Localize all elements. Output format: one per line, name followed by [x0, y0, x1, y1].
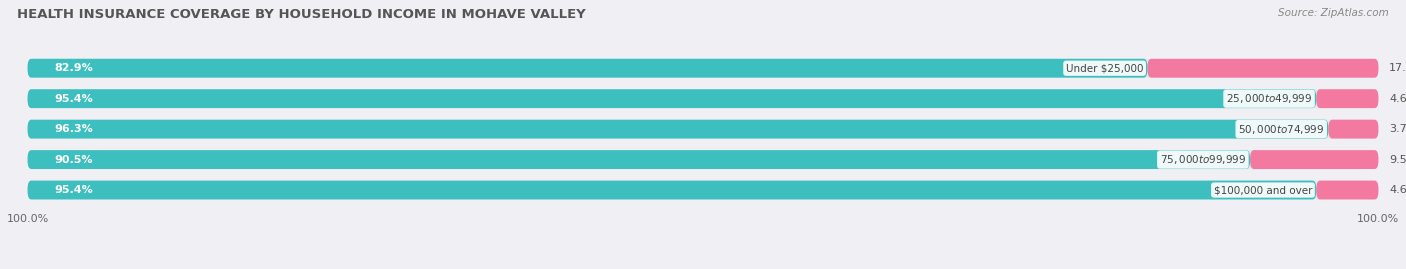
FancyBboxPatch shape	[1316, 89, 1378, 108]
Text: 9.5%: 9.5%	[1389, 155, 1406, 165]
Text: Source: ZipAtlas.com: Source: ZipAtlas.com	[1278, 8, 1389, 18]
Text: $50,000 to $74,999: $50,000 to $74,999	[1239, 123, 1324, 136]
FancyBboxPatch shape	[1250, 150, 1378, 169]
FancyBboxPatch shape	[1316, 180, 1378, 200]
Text: 17.1%: 17.1%	[1389, 63, 1406, 73]
FancyBboxPatch shape	[28, 180, 1378, 200]
Text: 4.6%: 4.6%	[1389, 94, 1406, 104]
FancyBboxPatch shape	[28, 59, 1147, 78]
FancyBboxPatch shape	[28, 89, 1316, 108]
Text: $75,000 to $99,999: $75,000 to $99,999	[1160, 153, 1246, 166]
FancyBboxPatch shape	[28, 150, 1250, 169]
FancyBboxPatch shape	[28, 180, 1316, 200]
FancyBboxPatch shape	[28, 89, 1378, 108]
Text: $100,000 and over: $100,000 and over	[1213, 185, 1312, 195]
Text: $25,000 to $49,999: $25,000 to $49,999	[1226, 92, 1312, 105]
Text: Under $25,000: Under $25,000	[1066, 63, 1143, 73]
FancyBboxPatch shape	[1329, 120, 1378, 139]
FancyBboxPatch shape	[28, 59, 1378, 78]
Text: 95.4%: 95.4%	[55, 94, 93, 104]
FancyBboxPatch shape	[1147, 59, 1378, 78]
FancyBboxPatch shape	[28, 120, 1378, 139]
Text: 90.5%: 90.5%	[55, 155, 93, 165]
Text: 3.7%: 3.7%	[1389, 124, 1406, 134]
Text: 4.6%: 4.6%	[1389, 185, 1406, 195]
Text: 95.4%: 95.4%	[55, 185, 93, 195]
FancyBboxPatch shape	[28, 150, 1378, 169]
Text: HEALTH INSURANCE COVERAGE BY HOUSEHOLD INCOME IN MOHAVE VALLEY: HEALTH INSURANCE COVERAGE BY HOUSEHOLD I…	[17, 8, 586, 21]
Text: 82.9%: 82.9%	[55, 63, 93, 73]
Text: 96.3%: 96.3%	[55, 124, 93, 134]
FancyBboxPatch shape	[28, 120, 1329, 139]
